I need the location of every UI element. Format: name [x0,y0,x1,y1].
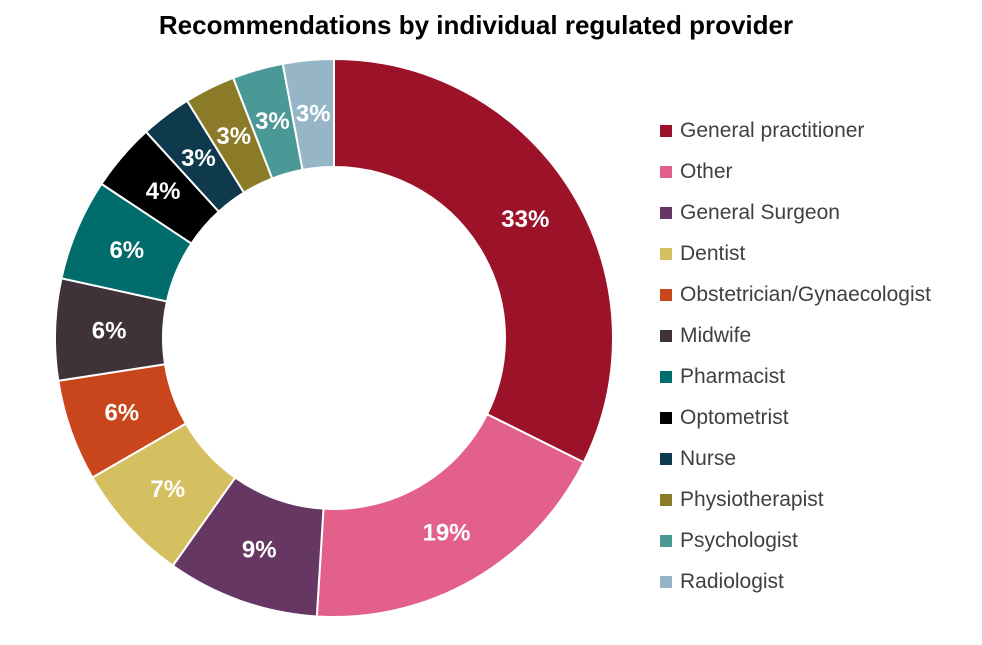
slice-label-physiotherapist: 3% [216,123,251,150]
slice-radiologist [281,57,335,172]
slice-label-pharmacist: 6% [109,237,144,264]
legend-swatch [660,370,672,383]
legend-label: Radiologist [680,569,784,593]
legend-swatch [660,534,672,547]
slice-label-nurse: 3% [181,145,216,172]
legend-label: Nurse [680,446,737,470]
legend-swatch [660,493,672,506]
slice-label-optometrist: 4% [146,178,181,205]
legend-swatch [660,247,672,260]
slice-label-other: 19% [422,519,470,546]
legend-item-psychologist: Psychologist [660,520,931,561]
legend-item-radiologist: Radiologist [660,561,931,602]
legend-item-physiotherapist: Physiotherapist [660,479,931,520]
legend-item-dentist: Dentist [660,233,931,274]
legend-item-optometrist: Optometrist [660,397,931,438]
legend-swatch [660,329,672,342]
legend-swatch [660,165,672,178]
legend-swatch [660,452,672,465]
legend-swatch [660,411,672,424]
legend-item-general-surgeon: General Surgeon [660,192,931,233]
slice-label-psychologist: 3% [255,108,290,135]
slice-other [315,412,586,618]
legend-label: General Surgeon [680,200,840,224]
legend-label: Midwife [680,323,752,347]
donut-slices [54,57,614,618]
legend-swatch [660,575,672,588]
legend-label: Psychologist [680,528,798,552]
legend-item-pharmacist: Pharmacist [660,356,931,397]
legend-item-obstetrician-gynaecologist: Obstetrician/Gynaecologist [660,274,931,315]
slice-general-practitioner [333,57,614,464]
donut-chart: 33%19%9%7%6%6%6%4%3%3%3% 3% [54,57,614,618]
legend-label: Dentist [680,241,746,265]
chart-title: Recommendations by individual regulated … [158,10,794,40]
legend-item-nurse: Nurse [660,438,931,479]
chart-legend: General practitioner Other General Surgeon… [660,110,931,602]
donut-slice-labels: 33%19%9%7%6%6%6%4%3%3%3% 3% [92,100,550,563]
legend-swatch [660,288,672,301]
legend-item-midwife: Midwife [660,315,931,356]
legend-item-general-practitioner: General practitioner [660,110,931,151]
legend-label: Physiotherapist [680,487,824,511]
slice-label-general-surgeon: 9% [242,537,277,564]
slice-label-general-practitioner: 33% [501,206,549,233]
legend-swatch [660,206,672,219]
legend-label: General practitioner [680,118,865,142]
legend-swatch [660,124,672,137]
slice-label-dentist: 7% [150,476,185,503]
legend-label: Other [680,159,733,183]
slice-label-obstetrician-gynaecologist: 6% [104,399,139,426]
slice-label-radiologist: 3% [296,100,331,127]
legend-label: Optometrist [680,405,789,429]
legend-label: Pharmacist [680,364,786,388]
legend-label: Obstetrician/Gynaecologist [680,282,931,306]
slice-label-midwife: 6% [92,318,127,345]
legend-item-other: Other [660,151,931,192]
